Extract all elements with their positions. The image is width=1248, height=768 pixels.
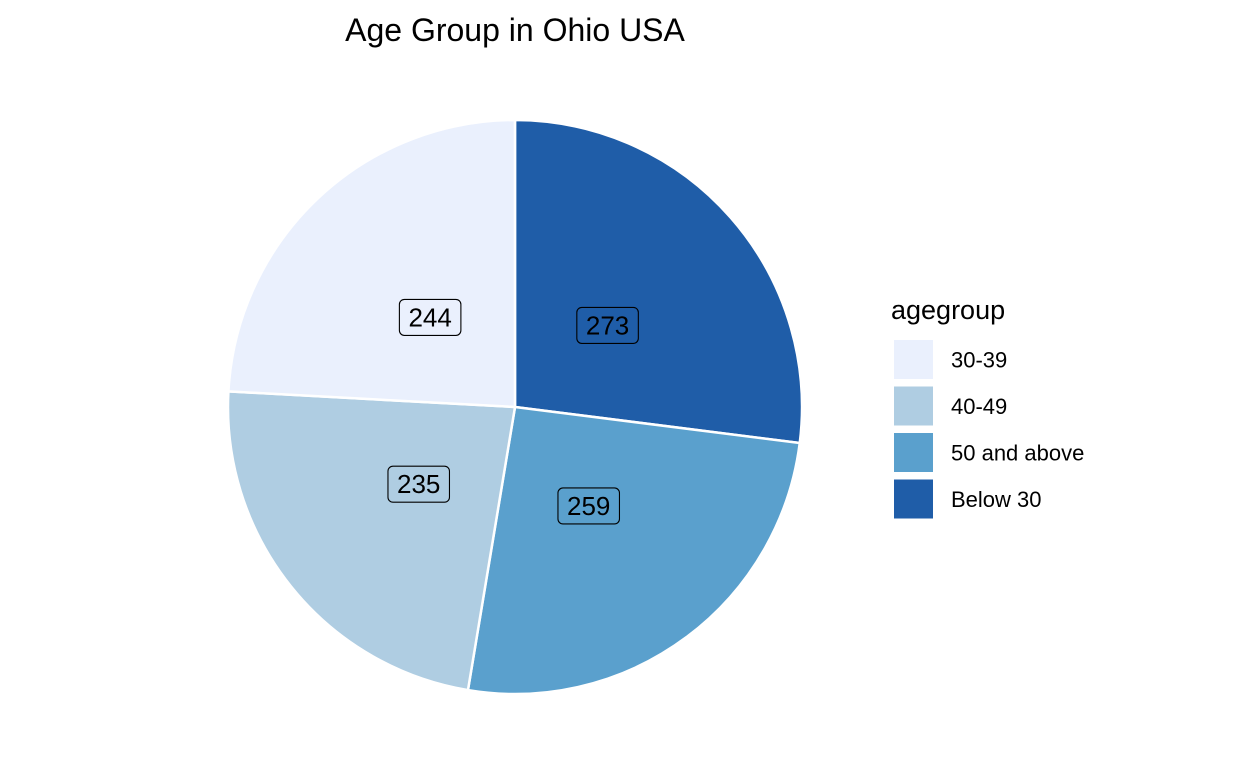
slice-label-box	[387, 465, 451, 503]
pie-slice-30-39	[227, 118, 517, 409]
legend-swatch	[894, 340, 933, 379]
legend-item-30-39: 30-39	[894, 340, 1007, 379]
slice-value: 259	[567, 491, 610, 521]
chart-title: Age Group in Ohio USA	[345, 12, 685, 48]
legend-items: 30-39 40-49 50 and above Below 30	[894, 340, 1084, 519]
legend-title: agegroup	[891, 295, 1005, 325]
slice-value: 235	[397, 469, 440, 499]
pie-slice-50-and-above	[466, 405, 801, 696]
slice-value: 273	[586, 310, 629, 340]
legend-swatch	[894, 479, 933, 519]
slice-label-below-30: 273	[576, 306, 639, 344]
legend: agegroup 30-39 40-49 50 and above Below 30	[891, 295, 1084, 519]
slice-label-40-49: 235	[387, 465, 451, 503]
legend-label: 40-49	[951, 394, 1007, 419]
legend-item-below-30: Below 30	[894, 479, 1042, 519]
slice-label-50-and-above: 259	[557, 487, 621, 525]
pie-slice-below-30	[513, 118, 804, 445]
slice-value: 244	[408, 302, 451, 332]
slice-label-box	[576, 306, 639, 344]
legend-label: 30-39	[951, 348, 1007, 373]
legend-swatch	[894, 433, 933, 472]
slice-label-box	[557, 487, 621, 525]
slice-label-box	[398, 298, 462, 336]
pie-slices	[226, 118, 804, 696]
slice-label-30-39: 244	[398, 298, 462, 336]
legend-item-50-and-above: 50 and above	[894, 433, 1084, 472]
legend-label: 50 and above	[951, 441, 1084, 466]
pie-slice-labels: 273 259 235 244	[387, 298, 639, 525]
legend-swatch	[894, 386, 933, 426]
pie-slice-40-49	[226, 390, 517, 692]
legend-label: Below 30	[951, 487, 1042, 512]
legend-item-40-49: 40-49	[894, 386, 1007, 426]
